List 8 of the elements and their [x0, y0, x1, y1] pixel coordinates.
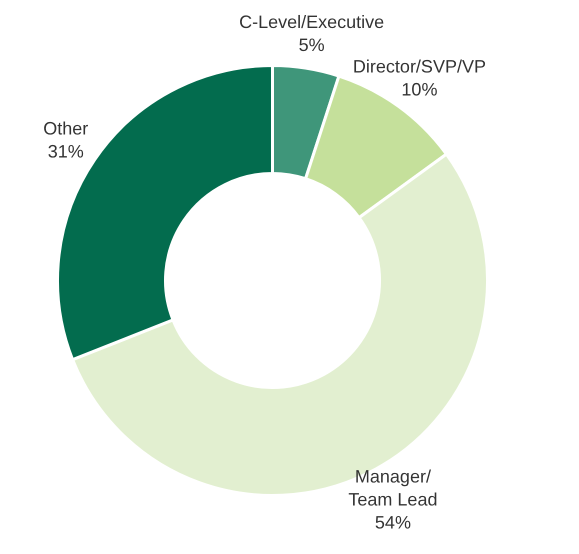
- slice-label: Director/SVP/VP: [352, 56, 486, 77]
- data-label: 10%: [401, 80, 438, 100]
- data-label: 54%: [374, 512, 411, 533]
- data-label: 31%: [48, 141, 84, 162]
- data-label: 5%: [298, 35, 325, 56]
- slice-label: C-Level/Executive: [239, 12, 384, 32]
- slice-label: Other: [43, 118, 88, 138]
- slice-label: Manager/ Team Lead: [348, 466, 438, 510]
